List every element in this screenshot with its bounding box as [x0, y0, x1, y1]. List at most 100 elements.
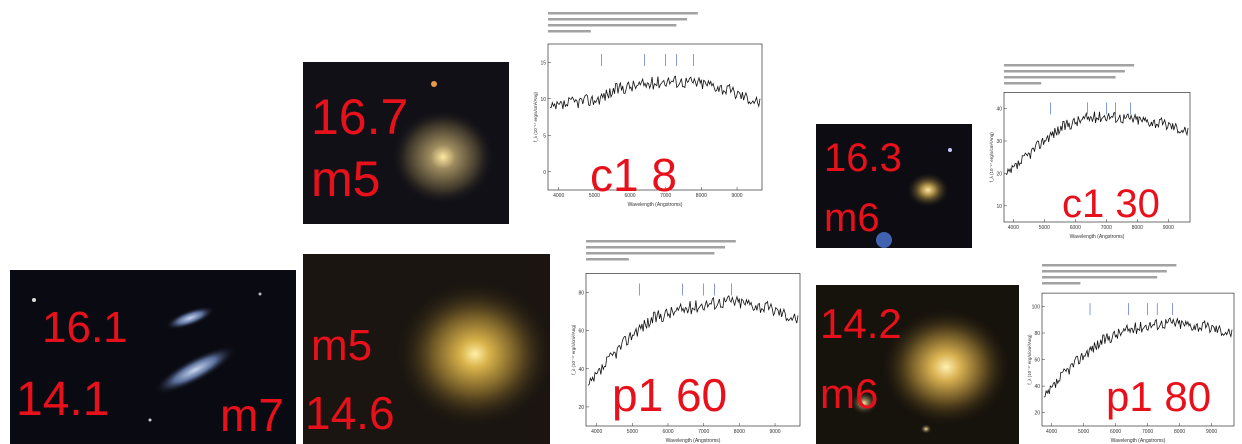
x-tick-label: 7000 — [660, 193, 671, 199]
galaxy-4-label-2: 14.6 — [305, 387, 395, 439]
y-axis-label: f_λ (10⁻¹⁷ erg/s/cm²/Ang) — [1027, 334, 1032, 385]
galaxy-image-1-render — [391, 81, 495, 205]
x-tick-label: 9000 — [731, 193, 742, 199]
header-line — [586, 246, 726, 249]
plot-frame — [1041, 292, 1235, 427]
plot-frame — [585, 273, 801, 427]
spectrum-panel-4: 100 80 60 40 20 4000 5000 6000 7000 8000 9000 Wavel… — [1026, 260, 1240, 444]
header-line — [548, 18, 688, 21]
galaxy-2-label-1: 16.3 — [824, 136, 902, 180]
y-tick-label: 40 — [1034, 384, 1040, 390]
x-tick-label: 6000 — [624, 193, 635, 199]
x-tick-label: 8000 — [1132, 225, 1143, 231]
x-tick-label: 6000 — [662, 429, 673, 435]
y-tick-label: 10 — [540, 97, 546, 103]
spectrum-plot: 15 10 5 0 4000 5000 6000 7000 8000 9000 Wavelength… — [532, 8, 768, 208]
galaxy-image-4-render — [395, 280, 550, 428]
header-line — [586, 258, 629, 261]
header-line — [548, 12, 698, 15]
y-tick-label: 40 — [996, 107, 1002, 113]
header-line — [586, 240, 736, 243]
x-axis-label: Wavelength (Angstroms) — [628, 202, 683, 208]
spectrum-line — [1043, 317, 1233, 398]
y-tick-label: 20 — [578, 405, 584, 411]
header-line — [1042, 264, 1177, 267]
spectrum-tag: c1 8 — [590, 149, 677, 201]
spectrum-svg: 40 30 20 10 4000 5000 6000 7000 8000 9000 Waveleng… — [989, 64, 1191, 240]
x-tick-label: 6000 — [1070, 225, 1081, 231]
spectrum-line — [1005, 111, 1189, 175]
y-tick-label: 5 — [543, 133, 546, 139]
header-line — [1004, 64, 1135, 67]
x-tick-label: 7000 — [1101, 225, 1112, 231]
x-tick-label: 7000 — [1142, 429, 1153, 435]
spectrum-svg: 15 10 5 0 4000 5000 6000 7000 8000 9000 Wavelength… — [533, 12, 763, 208]
galaxy-image-5: 14.2 m6 — [816, 285, 1019, 444]
header-line — [1004, 76, 1116, 79]
y-tick-label: 15 — [540, 60, 546, 66]
x-tick-label: 4000 — [591, 429, 602, 435]
spectrum-tag: p1 60 — [612, 369, 728, 421]
spectrum-tag: c1 30 — [1062, 182, 1160, 226]
x-tick-label: 7000 — [698, 429, 709, 435]
y-tick-label: 80 — [578, 291, 584, 297]
y-tick-label: 0 — [543, 170, 546, 176]
galaxy-3-label-3: m7 — [220, 389, 284, 441]
galaxy-image-3-render — [32, 292, 262, 422]
galaxy-3-label-2: 14.1 — [16, 373, 110, 426]
x-tick-label: 9000 — [1206, 429, 1217, 435]
x-tick-label: 5000 — [589, 193, 600, 199]
y-tick-label: 40 — [578, 367, 584, 373]
galaxy-1-label-2: m5 — [311, 151, 381, 207]
spectrum-panel-1: 15 10 5 0 4000 5000 6000 7000 8000 9000 Wavelength… — [532, 8, 768, 208]
y-tick-label: 80 — [1034, 331, 1040, 337]
header-line — [548, 30, 591, 33]
x-tick-label: 5000 — [627, 429, 638, 435]
galaxy-image-2-render — [876, 148, 952, 248]
galaxy-1-label-1: 16.7 — [311, 89, 409, 145]
header-line — [1042, 276, 1158, 279]
x-tick-label: 9000 — [1163, 225, 1174, 231]
spectrum-panel-3: 80 60 40 20 4000 5000 6000 7000 8000 9000 Waveleng… — [570, 236, 806, 444]
header-line — [548, 24, 677, 27]
header-line — [586, 252, 715, 255]
y-tick-label: 60 — [1034, 358, 1040, 364]
y-tick-label: 10 — [996, 204, 1002, 210]
x-tick-label: 8000 — [1174, 429, 1185, 435]
plot-frame — [1003, 92, 1191, 223]
header-line — [1042, 282, 1081, 285]
galaxy-5-label-1: 14.2 — [820, 300, 902, 347]
x-tick-label: 4000 — [1046, 429, 1057, 435]
x-tick-label: 5000 — [1039, 225, 1050, 231]
header-line — [1004, 70, 1125, 73]
galaxy-image-5-render — [850, 307, 1012, 434]
x-tick-label: 4000 — [553, 193, 564, 199]
x-tick-label: 8000 — [696, 193, 707, 199]
y-tick-label: 100 — [1032, 304, 1041, 310]
header-line — [1004, 82, 1042, 85]
galaxy-3-label-1: 16.1 — [42, 303, 128, 352]
spectrum-plot: 100 80 60 40 20 4000 5000 6000 7000 8000 9000 Wavel… — [1026, 260, 1240, 444]
spectrum-line — [549, 75, 761, 110]
y-axis-label: f_λ (10⁻¹⁷ erg/s/cm²/Ang) — [571, 324, 576, 375]
x-tick-label: 9000 — [769, 429, 780, 435]
x-axis-label: Wavelength (Angstroms) — [1070, 234, 1125, 240]
spectrum-svg: 100 80 60 40 20 4000 5000 6000 7000 8000 9000 Wavel… — [1027, 264, 1235, 444]
y-tick-label: 20 — [1034, 411, 1040, 417]
galaxy-image-1: 16.7 m5 — [303, 62, 509, 224]
galaxy-image-2: 16.3 m6 — [816, 124, 972, 248]
spectrum-plot: 80 60 40 20 4000 5000 6000 7000 8000 9000 Waveleng… — [570, 236, 806, 444]
spectrum-line — [587, 294, 799, 386]
x-axis-label: Wavelength (Angstroms) — [666, 438, 721, 444]
x-axis-label: Wavelength (Angstroms) — [1111, 438, 1166, 444]
galaxy-2-label-2: m6 — [824, 196, 880, 240]
x-tick-label: 5000 — [1078, 429, 1089, 435]
plot-frame — [547, 43, 763, 191]
y-axis-label: f_λ (10⁻¹⁷ erg/s/cm²/Ang) — [989, 132, 994, 183]
y-tick-label: 30 — [996, 139, 1002, 145]
galaxy-5-label-2: m6 — [820, 370, 879, 417]
y-tick-label: 20 — [996, 171, 1002, 177]
spectrum-plot: 40 30 20 10 4000 5000 6000 7000 8000 9000 Waveleng… — [988, 60, 1196, 240]
spectrum-tag: p1 80 — [1106, 373, 1212, 420]
y-axis-label: f_λ (10⁻¹⁷ erg/s/cm²/Ang) — [533, 91, 538, 142]
